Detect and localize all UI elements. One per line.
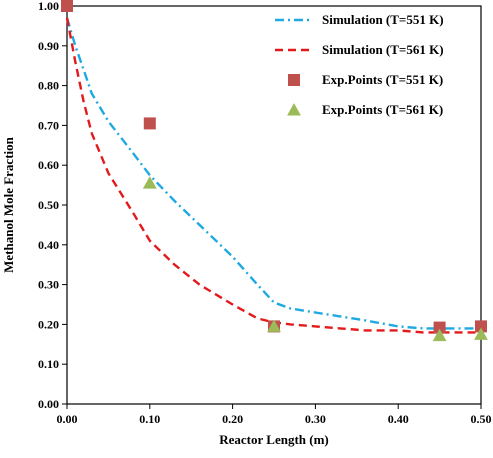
legend-swatch — [288, 74, 300, 86]
legend-label: Exp.Points (T=561 K) — [322, 102, 443, 117]
y-tick-label: 0.30 — [38, 278, 59, 292]
y-tick-label: 0.10 — [38, 357, 59, 371]
data-point — [267, 319, 281, 332]
legend: Simulation (T=551 K) Simulation (T=561 K)… — [275, 12, 444, 117]
y-axis-title: Methanol Mole Fraction — [1, 136, 16, 273]
legend-label: Simulation (T=551 K) — [322, 12, 444, 27]
x-tick-label: 0.40 — [388, 412, 409, 426]
y-axis-ticks: 0.00 0.10 0.20 0.30 0.40 0.50 0.60 0.70 0.80 0.90… — [38, 0, 67, 411]
y-tick-label: 0.90 — [38, 39, 59, 53]
y-tick-label: 0.60 — [38, 158, 59, 172]
x-tick-label: 0.20 — [222, 412, 243, 426]
data-point — [142, 176, 157, 189]
data-point — [433, 321, 446, 334]
x-axis-title: Reactor Length (m) — [219, 432, 329, 447]
x-tick-label: 0.50 — [471, 412, 492, 426]
data-point — [432, 328, 447, 342]
data-point — [143, 117, 156, 130]
x-tick-label: 0.10 — [139, 412, 160, 426]
legend-label: Exp.Points (T=551 K) — [322, 72, 443, 87]
y-tick-label: 0.40 — [38, 238, 59, 252]
x-tick-label: 0.30 — [305, 412, 326, 426]
series-layer — [61, 0, 488, 342]
data-point — [474, 327, 488, 340]
x-tick-label: 0.00 — [57, 412, 78, 426]
data-point — [475, 320, 487, 333]
y-tick-label: 1.00 — [38, 0, 59, 13]
y-tick-label: 0.00 — [38, 397, 59, 411]
series-line — [65, 17, 481, 334]
y-tick-label: 0.80 — [38, 79, 59, 93]
legend-swatch — [287, 103, 301, 116]
data-point — [61, 0, 73, 12]
series-line — [65, 17, 481, 330]
x-axis-ticks: 0.00 0.10 0.20 0.30 0.40 0.50 — [57, 404, 492, 426]
legend-label: Simulation (T=561 K) — [322, 42, 444, 57]
y-tick-label: 0.50 — [38, 198, 59, 212]
y-tick-label: 0.70 — [38, 118, 59, 132]
y-tick-label: 0.20 — [38, 317, 59, 331]
